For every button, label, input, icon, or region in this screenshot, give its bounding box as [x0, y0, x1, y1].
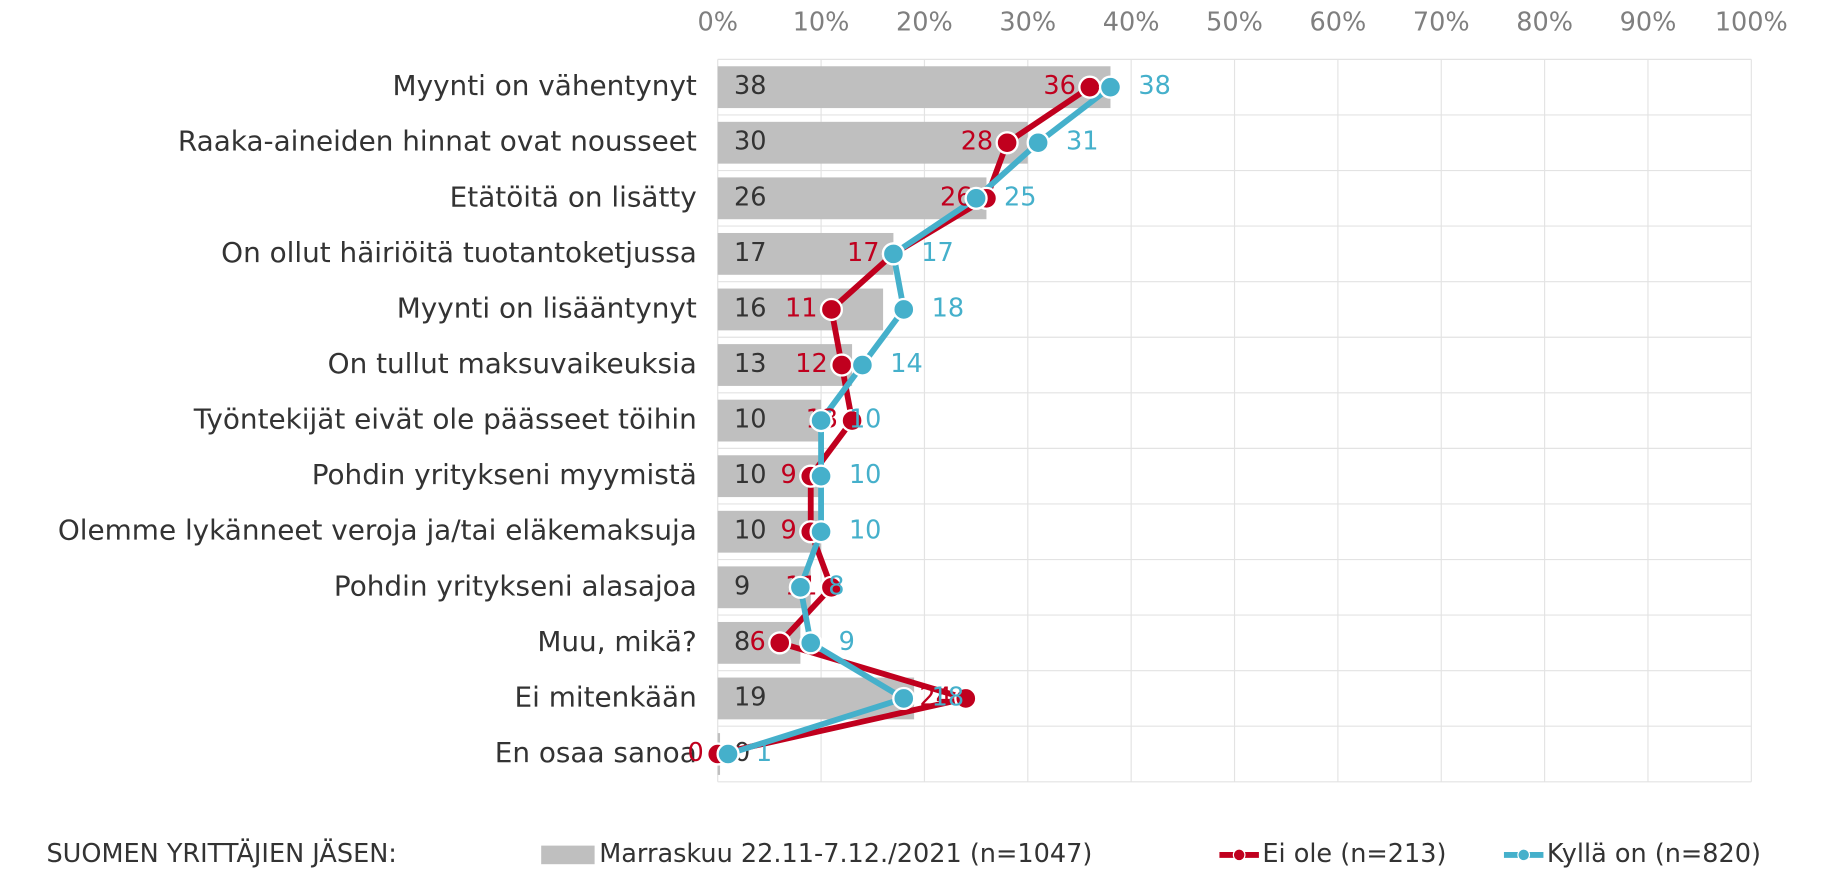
category-label: Ei mitenkään — [515, 680, 697, 713]
marker — [892, 686, 916, 711]
marker — [768, 631, 792, 655]
marker — [830, 353, 854, 377]
line-value-label: 10 — [849, 460, 882, 490]
line-value-label: 1 — [756, 738, 772, 768]
bar-value-label: 19 — [734, 682, 767, 712]
category-label: Olemme lykänneet veroja ja/tai eläkemaks… — [58, 514, 697, 547]
marker — [964, 186, 988, 210]
bar-value-label: 8 — [734, 627, 750, 657]
line-value-label: 10 — [849, 516, 882, 546]
line-value-label: 17 — [921, 238, 954, 268]
x-tick-label: 60% — [1310, 7, 1367, 37]
category-label: Raaka-aineiden hinnat ovat nousseet — [178, 125, 697, 158]
line-value-label: 17 — [847, 238, 880, 268]
line-value-label: 9 — [839, 627, 855, 657]
bar-value-label: 13 — [734, 349, 767, 379]
marker — [995, 131, 1019, 155]
bar-value-label: 9 — [734, 571, 750, 601]
line-value-label: 0 — [688, 738, 704, 768]
marker — [840, 408, 864, 433]
legend-marker — [1232, 848, 1246, 862]
bar — [717, 66, 1111, 109]
marker — [809, 520, 833, 544]
marker — [1078, 75, 1102, 99]
marker — [809, 464, 833, 488]
bar — [717, 399, 822, 442]
bar — [717, 288, 884, 331]
bar — [717, 121, 1028, 164]
x-tick-label: 40% — [1103, 7, 1160, 37]
x-tick-label: 20% — [896, 7, 953, 37]
line-value-label: 28 — [961, 127, 994, 157]
line-value-label: 12 — [795, 349, 828, 379]
category-label: Myynti on lisääntynyt — [397, 291, 697, 324]
legend-swatch — [541, 845, 595, 865]
category-label: Työntekijät eivät ole päässeet töihin — [193, 403, 697, 436]
legend-label: Marraskuu 22.11-7.12./2021 (n=1047) — [599, 839, 1092, 869]
marker — [716, 742, 740, 766]
bar — [717, 177, 987, 220]
marker — [954, 686, 978, 711]
line-value-label: 18 — [932, 682, 965, 712]
line-value-label: 38 — [1138, 71, 1171, 101]
x-tick-label: 90% — [1620, 7, 1677, 37]
category-label: Pohdin yritykseni myymistä — [312, 458, 697, 491]
line-value-label: 14 — [890, 349, 923, 379]
bar-value-label: 16 — [734, 293, 767, 323]
x-tick-label: 100% — [1715, 7, 1788, 37]
bar-value-label: 10 — [734, 405, 767, 435]
line-value-label: 9 — [781, 460, 797, 490]
line-value-label: 6 — [750, 627, 766, 657]
bar-value-label: 30 — [734, 127, 767, 157]
x-tick-label: 0% — [697, 7, 738, 37]
line-value-label: 25 — [1004, 182, 1036, 212]
marker — [819, 297, 844, 322]
bar — [717, 232, 894, 275]
x-tick-label: 30% — [999, 7, 1056, 37]
legend-label: Ei ole (n=213) — [1262, 839, 1446, 869]
marker — [850, 353, 875, 377]
x-tick-label: 70% — [1413, 7, 1470, 37]
line-value-label: 10 — [849, 405, 882, 435]
bar-value-label: 10 — [734, 516, 767, 546]
line-value-label: 31 — [1066, 127, 1099, 157]
legend-marker — [1517, 848, 1531, 862]
x-tick-label: 80% — [1516, 7, 1573, 37]
line-value-label: 8 — [828, 571, 844, 601]
category-label: On ollut häiriöitä tuotantoketjussa — [221, 236, 697, 269]
legend-label: Kyllä on (n=820) — [1547, 839, 1761, 869]
bar-value-label: 10 — [734, 460, 767, 490]
category-label: Muu, mikä? — [537, 625, 696, 658]
category-label: On tullut maksuvaikeuksia — [328, 347, 697, 380]
marker — [799, 631, 823, 655]
line-value-label: 36 — [1043, 71, 1076, 101]
category-label: Pohdin yritykseni alasajoa — [334, 569, 697, 602]
line-value-label: 9 — [781, 516, 797, 546]
marker — [819, 575, 844, 599]
category-label: Etätöitä on lisätty — [450, 180, 697, 213]
line-value-label: 24 — [919, 682, 952, 712]
legend-title: SUOMEN YRITTÄJIEN JÄSEN: — [46, 839, 396, 869]
marker — [1098, 75, 1123, 99]
x-tick-label: 10% — [793, 7, 850, 37]
bar-value-label: 38 — [734, 71, 767, 101]
line-value-label: 18 — [932, 293, 965, 323]
bar-value-label: 26 — [734, 182, 767, 212]
marker — [809, 408, 833, 433]
marker — [1026, 131, 1050, 155]
bar — [717, 344, 853, 386]
x-tick-label: 50% — [1206, 7, 1263, 37]
category-label: En osaa sanoa — [495, 736, 697, 769]
category-label: Myynti on vähentynyt — [393, 69, 697, 102]
line-value-label: 11 — [785, 293, 818, 323]
marker — [788, 575, 813, 599]
bar-value-label: 17 — [734, 238, 767, 268]
marker — [881, 242, 906, 266]
marker — [892, 297, 916, 322]
